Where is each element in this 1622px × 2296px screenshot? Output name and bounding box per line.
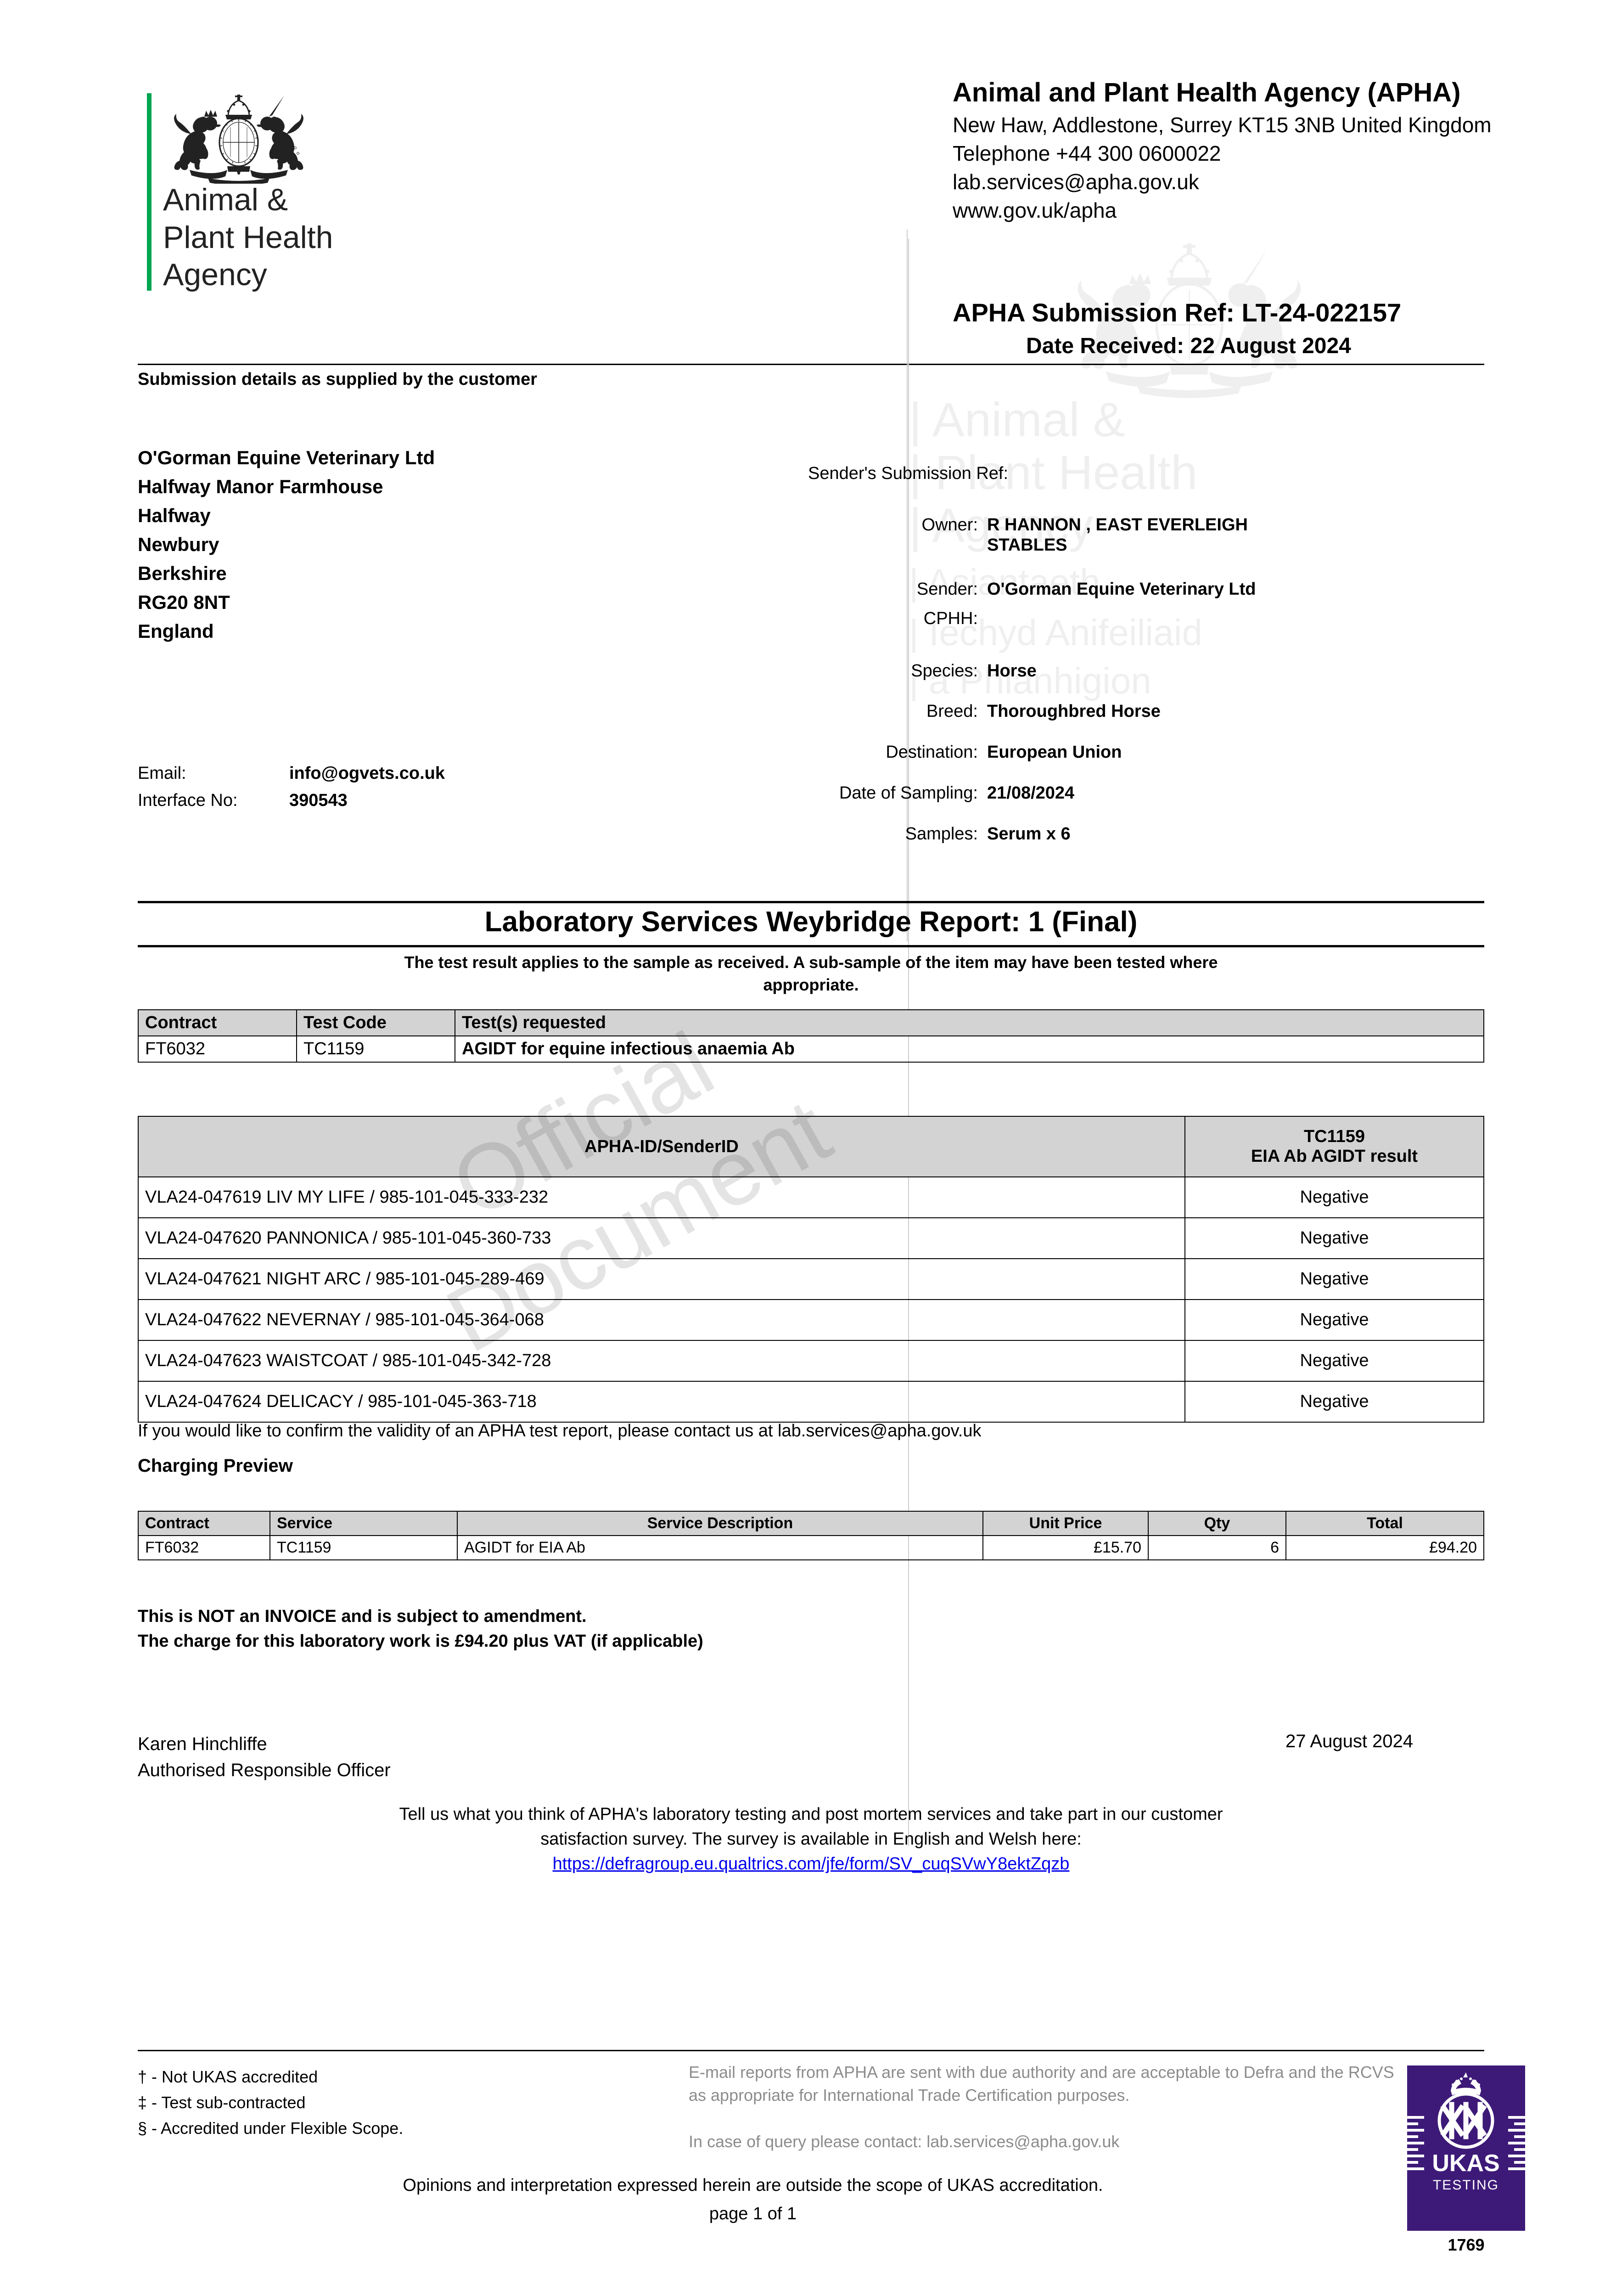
svg-text:| Animal &: | Animal & (909, 393, 1125, 447)
svg-text:TESTING: TESTING (1433, 2178, 1499, 2193)
svg-text:UKAS: UKAS (1432, 2150, 1499, 2177)
